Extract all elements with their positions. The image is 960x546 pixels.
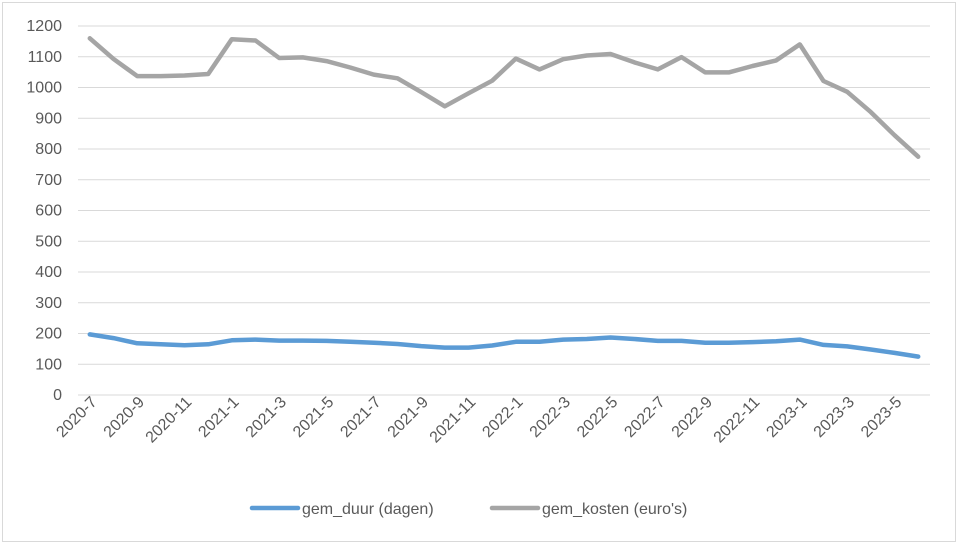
x-tick-label: 2022-1 <box>479 394 526 441</box>
x-tick-label: 2021-1 <box>195 394 242 441</box>
y-tick-label: 900 <box>35 110 62 127</box>
plot-area <box>87 36 921 359</box>
legend: gem_duur (dagen) gem_kosten (euro's) <box>249 501 687 518</box>
x-tick-label: 2022-11 <box>711 394 764 447</box>
y-tick-label: 200 <box>35 326 62 343</box>
legend-item: gem_kosten (euro's) <box>489 501 687 518</box>
y-tick-label: 1000 <box>26 80 62 97</box>
x-tick-label: 2023-3 <box>811 394 858 441</box>
y-tick-label: 100 <box>35 356 62 373</box>
y-tick-label: 300 <box>35 295 62 312</box>
series-line-0 <box>87 332 921 359</box>
x-tick-label: 2021-7 <box>337 394 384 441</box>
y-tick-label: 500 <box>35 233 62 250</box>
y-tick-label: 400 <box>35 264 62 281</box>
y-tick-label: 0 <box>53 387 62 404</box>
x-tick-label: 2023-1 <box>763 394 810 441</box>
x-tick-label: 2020-9 <box>101 394 148 441</box>
x-tick-label: 2021-5 <box>290 394 337 441</box>
y-tick-label: 600 <box>35 203 62 220</box>
x-tick-label: 2021-3 <box>243 394 290 441</box>
x-tick-label: 2022-3 <box>527 394 574 441</box>
gridlines <box>78 25 930 396</box>
x-tick-label: 2020-11 <box>143 394 196 447</box>
y-tick-label: 1100 <box>28 49 63 66</box>
legend-label: gem_duur (dagen) <box>302 501 434 518</box>
x-tick-label: 2021-11 <box>427 394 480 447</box>
x-tick-label: 2022-9 <box>669 394 716 441</box>
y-tick-label: 700 <box>35 172 62 189</box>
series-line-1 <box>87 36 921 159</box>
x-tick-label: 2021-9 <box>385 394 432 441</box>
x-tick-label: 2022-5 <box>574 394 621 441</box>
y-tick-label: 800 <box>35 141 62 158</box>
legend-label: gem_kosten (euro's) <box>542 501 687 518</box>
x-tick-label: 2022-7 <box>621 394 668 441</box>
y-axis: 0 100 200 300 400 500 600 700 800 900 1000 1100 1200 <box>26 18 62 404</box>
x-tick-label: 2023-5 <box>858 394 905 441</box>
y-tick-label: 1200 <box>26 18 62 35</box>
legend-item: gem_duur (dagen) <box>249 501 434 518</box>
